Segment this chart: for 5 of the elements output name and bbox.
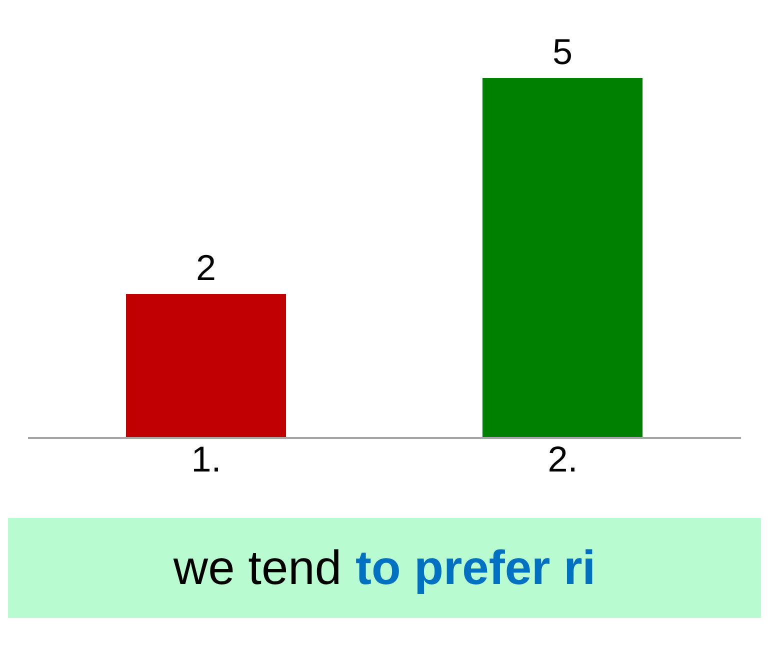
data-label: 2: [196, 247, 216, 288]
x-tick-label: 2.: [548, 438, 578, 480]
banner: we tend to prefer ri: [8, 518, 761, 618]
data-label: 5: [552, 31, 573, 72]
x-tick-label: 1.: [191, 438, 222, 480]
